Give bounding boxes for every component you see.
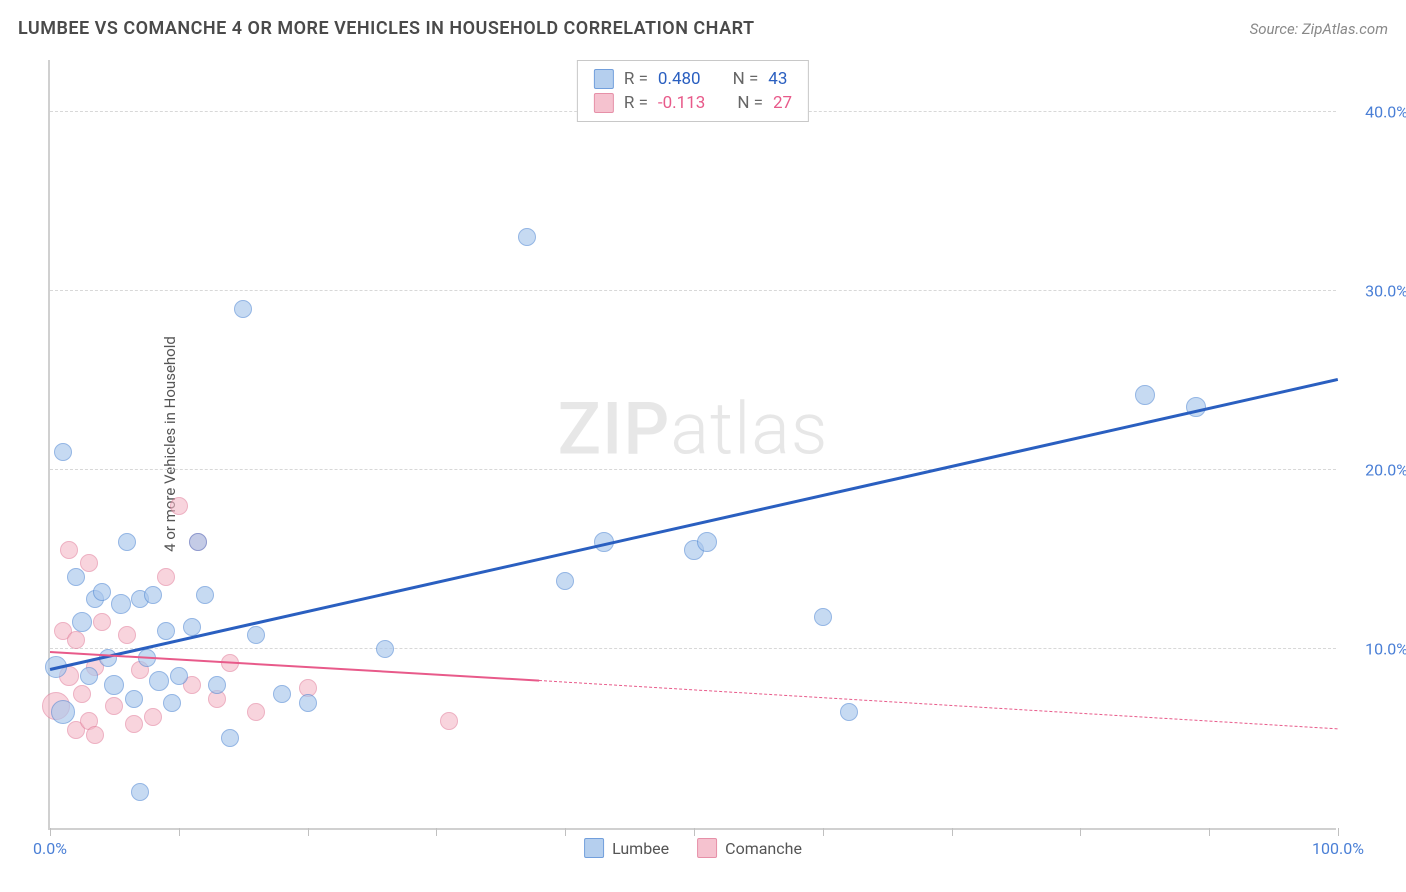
scatter-point-lumbee [118, 533, 136, 551]
y-tick-label: 20.0% [1365, 460, 1406, 479]
legend-label-comanche: Comanche [725, 839, 802, 858]
x-tick [50, 828, 51, 836]
scatter-point-lumbee [556, 572, 574, 590]
plot-area: 4 or more Vehicles in Household ZIPatlas… [48, 60, 1336, 830]
x-tick-label: 100.0% [1312, 839, 1364, 858]
scatter-point-lumbee [80, 667, 98, 685]
r-value-comanche: -0.113 [658, 93, 705, 113]
scatter-point-lumbee [104, 675, 124, 695]
scatter-point-lumbee [125, 690, 143, 708]
scatter-point-lumbee [234, 300, 252, 318]
r-label: R = [624, 93, 648, 113]
x-tick-label: 0.0% [33, 839, 67, 858]
x-tick [179, 828, 180, 836]
scatter-point-lumbee [247, 626, 265, 644]
r-label: R = [624, 69, 648, 89]
gridline [50, 648, 1336, 649]
scatter-point-comanche [170, 497, 188, 515]
swatch-comanche-icon [697, 838, 717, 858]
x-tick [565, 828, 566, 836]
scatter-point-lumbee [144, 586, 162, 604]
scatter-point-comanche [118, 626, 136, 644]
scatter-point-comanche [67, 631, 85, 649]
scatter-point-lumbee [221, 729, 239, 747]
y-tick-label: 40.0% [1365, 102, 1406, 121]
scatter-point-lumbee [51, 700, 75, 724]
scatter-point-comanche [144, 708, 162, 726]
y-tick-label: 10.0% [1365, 639, 1406, 658]
x-tick [1338, 828, 1339, 836]
legend-item-lumbee: Lumbee [584, 838, 669, 858]
scatter-point-comanche [125, 715, 143, 733]
scatter-point-lumbee [93, 583, 111, 601]
r-value-lumbee: 0.480 [658, 69, 701, 89]
legend-label-lumbee: Lumbee [612, 839, 669, 858]
scatter-point-lumbee [697, 532, 717, 552]
scatter-point-lumbee [157, 622, 175, 640]
scatter-point-comanche [80, 554, 98, 572]
stats-box: R = 0.480 N = 43 R = -0.113 N = 27 [577, 60, 809, 122]
scatter-point-lumbee [840, 703, 858, 721]
scatter-point-comanche [60, 541, 78, 559]
scatter-point-lumbee [72, 612, 92, 632]
stats-row-comanche: R = -0.113 N = 27 [594, 91, 792, 115]
x-tick [1080, 828, 1081, 836]
x-tick [1209, 828, 1210, 836]
scatter-point-lumbee [196, 586, 214, 604]
scatter-point-comanche [93, 613, 111, 631]
scatter-point-lumbee [170, 667, 188, 685]
scatter-point-lumbee [111, 594, 131, 614]
n-label: N = [733, 69, 759, 89]
scatter-point-lumbee [131, 783, 149, 801]
trend-line-comanche-dash [539, 680, 1338, 729]
scatter-point-lumbee [208, 676, 226, 694]
trend-line-comanche [50, 651, 540, 682]
scatter-point-comanche [157, 568, 175, 586]
gridline [50, 469, 1336, 470]
scatter-point-comanche [105, 697, 123, 715]
scatter-point-comanche [440, 712, 458, 730]
trend-line-lumbee [50, 378, 1339, 671]
x-tick [436, 828, 437, 836]
scatter-point-lumbee [273, 685, 291, 703]
swatch-lumbee-icon [594, 69, 614, 89]
scatter-point-comanche [73, 685, 91, 703]
scatter-point-lumbee [518, 228, 536, 246]
gridline [50, 290, 1336, 291]
stats-row-lumbee: R = 0.480 N = 43 [594, 67, 792, 91]
scatter-point-lumbee [1135, 385, 1155, 405]
scatter-point-lumbee [67, 568, 85, 586]
scatter-point-lumbee [54, 443, 72, 461]
swatch-lumbee-icon [584, 838, 604, 858]
watermark-zip: ZIP [558, 386, 671, 471]
legend-item-comanche: Comanche [697, 838, 802, 858]
source-attribution: Source: ZipAtlas.com [1250, 20, 1388, 38]
x-tick [952, 828, 953, 836]
x-tick [694, 828, 695, 836]
y-tick-label: 30.0% [1365, 281, 1406, 300]
scatter-point-lumbee [149, 671, 169, 691]
swatch-comanche-icon [594, 93, 614, 113]
chart-title: LUMBEE VS COMANCHE 4 OR MORE VEHICLES IN… [18, 18, 755, 39]
legend: Lumbee Comanche [584, 838, 802, 858]
scatter-point-comanche [86, 726, 104, 744]
scatter-point-lumbee [814, 608, 832, 626]
y-axis-label: 4 or more Vehicles in Household [161, 336, 179, 552]
x-tick [308, 828, 309, 836]
chart-header: LUMBEE VS COMANCHE 4 OR MORE VEHICLES IN… [18, 18, 1388, 39]
scatter-point-comanche [247, 703, 265, 721]
n-value-lumbee: 43 [768, 69, 787, 89]
scatter-point-lumbee [189, 533, 207, 551]
watermark: ZIPatlas [558, 386, 829, 471]
n-value-comanche: 27 [773, 93, 792, 113]
scatter-point-lumbee [163, 694, 181, 712]
scatter-point-lumbee [376, 640, 394, 658]
scatter-point-lumbee [299, 694, 317, 712]
x-tick [823, 828, 824, 836]
watermark-atlas: atlas [670, 386, 828, 471]
n-label: N = [737, 93, 763, 113]
